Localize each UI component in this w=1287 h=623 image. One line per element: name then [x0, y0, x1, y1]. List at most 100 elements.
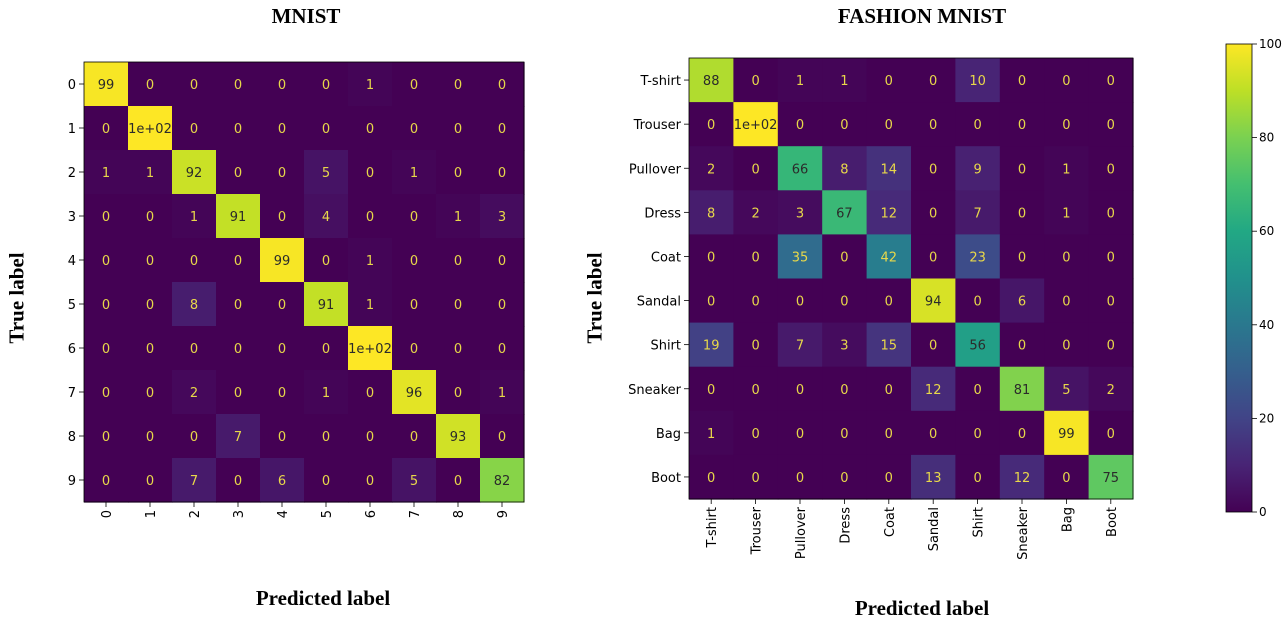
fashion-cell-r4-c7 — [999, 234, 1045, 280]
fashion-cell-r9-c0 — [689, 454, 734, 500]
mnist-cell-label-r5-c8: 0 — [454, 298, 462, 313]
mnist-cell-r6-c2 — [172, 326, 217, 371]
fashion-xtick-label: Pullover — [794, 506, 809, 559]
fashion-cell-label-r6-c8: 0 — [1062, 339, 1070, 354]
fashion-cell-r6-c5 — [911, 322, 956, 368]
fashion-cell-r3-c1 — [733, 190, 779, 235]
fashion-cell-r4-c3 — [822, 234, 868, 280]
mnist-cell-label-r9-c7: 5 — [410, 474, 418, 489]
mnist-cell-r9-c5 — [304, 458, 349, 503]
fashion-cell-r2-c3 — [822, 146, 868, 191]
mnist-cell-r5-c1 — [128, 282, 173, 327]
mnist-cell-label-r3-c4: 0 — [278, 210, 286, 225]
mnist-cell-r9-c6 — [348, 458, 393, 503]
mnist-cell-r7-c1 — [128, 370, 173, 415]
mnist-cell-r1-c0 — [84, 106, 129, 151]
mnist-cell-r6-c9 — [480, 326, 525, 371]
fashion-cell-label-r2-c3: 8 — [840, 162, 848, 177]
fashion-cell-label-r4-c5: 0 — [929, 250, 937, 265]
fashion-cell-label-r7-c4: 0 — [885, 383, 893, 398]
fashion-cell-r9-c1 — [733, 454, 779, 500]
mnist-cell-r6-c7 — [392, 326, 437, 371]
fashion-cell-label-r3-c4: 12 — [881, 206, 898, 221]
fashion-cell-label-r6-c9: 0 — [1107, 339, 1115, 354]
mnist-cell-r0-c7 — [392, 62, 437, 107]
mnist-cell-r6-c8 — [436, 326, 481, 371]
fashion-cell-r3-c6 — [955, 190, 1001, 235]
mnist-cell-r3-c4 — [260, 194, 305, 239]
mnist-xtick-label: 4 — [276, 510, 291, 518]
fashion-cell-label-r8-c1: 0 — [751, 427, 759, 442]
fashion-cell-label-r4-c6: 23 — [969, 250, 986, 265]
mnist-cell-r5-c4 — [260, 282, 305, 327]
fashion-cell-r1-c7 — [999, 102, 1045, 147]
mnist-cell-r3-c9 — [480, 194, 525, 239]
fashion-cell-r4-c1 — [733, 234, 779, 280]
mnist-cell-label-r0-c8: 0 — [454, 78, 462, 93]
fashion-cell-label-r3-c2: 3 — [796, 206, 804, 221]
fashion-cell-label-r0-c9: 0 — [1107, 74, 1115, 89]
mnist-cell-label-r1-c4: 0 — [278, 122, 286, 137]
fashion-cell-r5-c3 — [822, 278, 868, 324]
fashion-cell-label-r5-c8: 0 — [1062, 295, 1070, 310]
mnist-cell-label-r6-c4: 0 — [278, 342, 286, 357]
mnist-cell-r5-c6 — [348, 282, 393, 327]
colorbar-tick-label: 0 — [1259, 505, 1267, 519]
fashion-cell-r0-c2 — [777, 58, 823, 103]
mnist-cell-label-r8-c4: 0 — [278, 430, 286, 445]
mnist-cell-r9-c1 — [128, 458, 173, 503]
mnist-cell-label-r4-c1: 0 — [146, 254, 154, 269]
fashion-cell-r8-c9 — [1088, 410, 1134, 456]
fashion-cell-label-r8-c6: 0 — [973, 427, 981, 442]
fashion-cell-r6-c2 — [777, 322, 823, 368]
mnist-cell-r4-c8 — [436, 238, 481, 283]
mnist-cell-label-r6-c9: 0 — [498, 342, 506, 357]
mnist-cell-r4-c2 — [172, 238, 217, 283]
mnist-title: MNIST — [271, 4, 341, 28]
fashion-cell-label-r0-c7: 0 — [1018, 74, 1026, 89]
fashion-cell-label-r5-c1: 0 — [751, 295, 759, 310]
fashion-cell-r5-c1 — [733, 278, 779, 324]
mnist-cell-label-r6-c7: 0 — [410, 342, 418, 357]
mnist-cell-r0-c4 — [260, 62, 305, 107]
mnist-cell-r1-c8 — [436, 106, 481, 151]
mnist-cell-label-r6-c6: 1e+02 — [348, 342, 392, 357]
fashion-xtick-label: Sneaker — [1016, 506, 1031, 560]
mnist-ytick-label: 1 — [68, 122, 76, 137]
fashion-cell-label-r5-c5: 94 — [925, 295, 942, 310]
fashion-cell-r1-c0 — [689, 102, 734, 147]
fashion-cell-label-r1-c1: 1e+02 — [734, 118, 778, 133]
fashion-cell-label-r1-c4: 0 — [885, 118, 893, 133]
mnist-cell-label-r1-c3: 0 — [234, 122, 242, 137]
mnist-xtick-label: 9 — [496, 510, 511, 518]
fashion-cell-label-r3-c3: 67 — [836, 206, 853, 221]
fashion-cell-r8-c0 — [689, 410, 734, 456]
fashion-cell-r9-c5 — [911, 454, 956, 500]
fashion-cell-r1-c8 — [1044, 102, 1090, 147]
fashion-cell-r8-c7 — [999, 410, 1045, 456]
fashion-ytick-label: Trouser — [633, 118, 682, 133]
fashion-cell-r3-c3 — [822, 190, 868, 235]
mnist-cell-label-r0-c0: 99 — [98, 78, 115, 93]
fashion-cell-r1-c6 — [955, 102, 1001, 147]
mnist-cell-label-r9-c6: 0 — [366, 474, 374, 489]
mnist-cell-label-r9-c9: 82 — [494, 474, 511, 489]
fashion-cell-label-r0-c1: 0 — [751, 74, 759, 89]
mnist-cell-label-r8-c2: 0 — [190, 430, 198, 445]
mnist-cell-label-r2-c4: 0 — [278, 166, 286, 181]
mnist-cell-r8-c1 — [128, 414, 173, 459]
fashion-cell-label-r5-c9: 0 — [1107, 295, 1115, 310]
mnist-cell-r3-c6 — [348, 194, 393, 239]
mnist-cell-r5-c0 — [84, 282, 129, 327]
fashion-cell-label-r6-c4: 15 — [881, 339, 898, 354]
fashion-cell-r0-c4 — [866, 58, 912, 103]
fashion-cell-label-r6-c3: 3 — [840, 339, 848, 354]
mnist-cell-label-r0-c4: 0 — [278, 78, 286, 93]
mnist-ytick-label: 0 — [68, 78, 76, 93]
fashion-cell-label-r8-c8: 99 — [1058, 427, 1075, 442]
mnist-cell-r0-c9 — [480, 62, 525, 107]
mnist-cell-label-r9-c4: 6 — [278, 474, 286, 489]
mnist-cell-label-r2-c9: 0 — [498, 166, 506, 181]
mnist-cell-label-r0-c1: 0 — [146, 78, 154, 93]
mnist-cell-r8-c0 — [84, 414, 129, 459]
